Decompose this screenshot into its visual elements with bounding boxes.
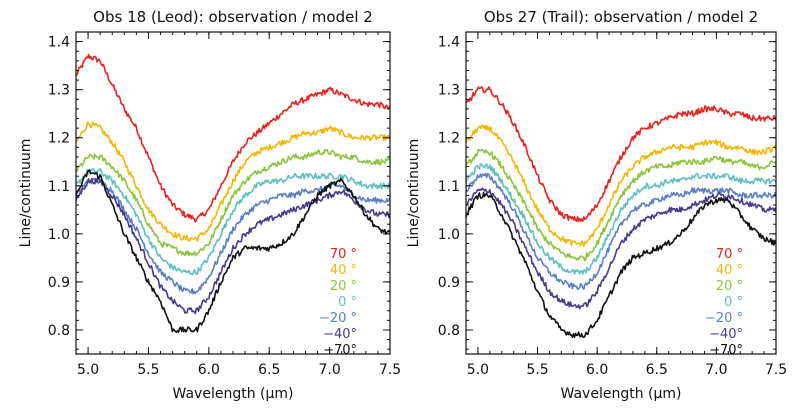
legend-label: 20 °: [330, 279, 357, 294]
series-line-3: [76, 148, 390, 257]
panel-trail: Obs 27 (Trail): observation / model 2 5.0…: [406, 8, 787, 402]
series-line-4: [466, 163, 776, 275]
x-tick-label: 6.0: [586, 362, 608, 378]
y-tick-label: 1.2: [438, 131, 460, 147]
y-tick-label: 1.4: [48, 35, 70, 51]
series-line-3: [466, 148, 776, 262]
series-line-2: [466, 124, 776, 247]
series-line-1: [466, 86, 776, 223]
y-tick-label: 1.1: [438, 179, 460, 195]
legend-label: −40°: [709, 327, 743, 342]
x-tick-label: 6.5: [258, 362, 280, 378]
series-line-1: [76, 53, 390, 223]
series-line-5: [76, 177, 390, 295]
legend-label: 20 °: [716, 279, 743, 294]
legend-label: 40 °: [330, 263, 357, 278]
legend-label: −70°: [323, 343, 357, 358]
legend-label: 70 °: [716, 247, 743, 262]
y-tick-label: 1.0: [438, 227, 460, 243]
legend-label: 0 °: [724, 295, 743, 310]
chart-title: Obs 27 (Trail): observation / model 2: [484, 8, 758, 26]
series-line-7: [76, 169, 390, 333]
y-tick-label: 1.2: [48, 131, 70, 147]
y-tick-label: 1.4: [438, 35, 460, 51]
x-tick-label: 6.0: [198, 362, 220, 378]
panel-leod: Obs 18 (Leod): observation / model 2 5.0 5…: [18, 8, 401, 402]
series-line-5: [466, 172, 776, 291]
legend-label: −70°: [709, 343, 743, 358]
y-tick-label: 0.9: [48, 275, 70, 291]
legend-label: −20 °: [705, 311, 743, 326]
y-tick-label: 0.9: [438, 275, 460, 291]
legend-label: 40 °: [716, 263, 743, 278]
series-group: [76, 53, 390, 333]
legend-label: −40°: [323, 327, 357, 342]
x-axis-label: Wavelength (μm): [561, 386, 682, 402]
y-axis-label: Line/continuum: [18, 139, 34, 248]
x-tick-label: 5.0: [77, 362, 99, 378]
x-tick-label: 7.5: [379, 362, 401, 378]
series-line-2: [76, 121, 390, 242]
chart-title: Obs 18 (Leod): observation / model 2: [93, 8, 373, 26]
y-tick-label: 1.0: [48, 227, 70, 243]
x-tick-label: 7.0: [318, 362, 340, 378]
x-tick-label: 5.5: [526, 362, 548, 378]
y-tick-label: 0.8: [48, 323, 70, 339]
x-axis-label: Wavelength (μm): [173, 386, 294, 402]
series-line-7: [466, 191, 776, 338]
x-tick-label: 6.5: [646, 362, 668, 378]
x-tick-label: 5.0: [467, 362, 489, 378]
y-axis-label: Line/continuum: [406, 139, 422, 248]
x-tick-label: 5.5: [137, 362, 159, 378]
y-tick-label: 0.8: [438, 323, 460, 339]
y-tick-label: 1.3: [438, 83, 460, 99]
series-line-6: [76, 177, 390, 315]
legend-label: 0 °: [338, 295, 357, 310]
x-tick-label: 7.0: [705, 362, 727, 378]
series-group: [466, 86, 776, 338]
series-line-4: [76, 167, 390, 276]
y-tick-label: 1.1: [48, 179, 70, 195]
x-tick-label: 7.5: [765, 362, 787, 378]
y-tick-label: 1.3: [48, 83, 70, 99]
legend-label: −20 °: [319, 311, 357, 326]
legend-label: 70 °: [330, 247, 357, 262]
series-line-6: [466, 187, 776, 310]
